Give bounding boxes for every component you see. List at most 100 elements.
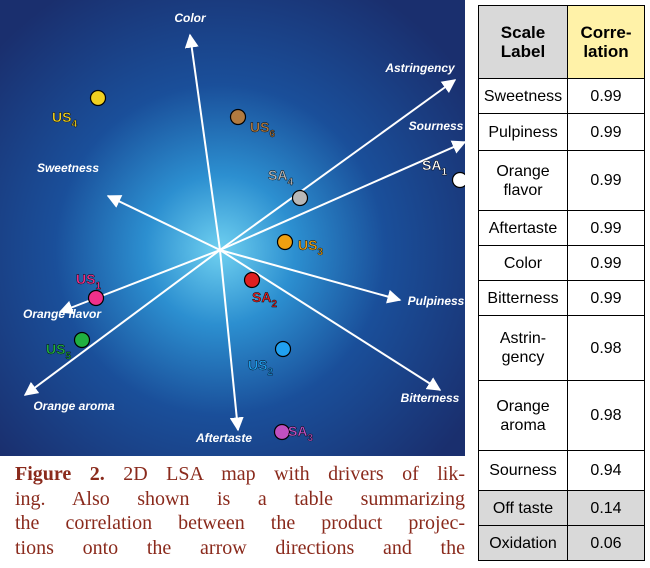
cell-line: Sweetness <box>483 87 563 105</box>
point-name: SA <box>288 423 307 439</box>
label-cell: Off taste <box>478 490 568 526</box>
product-point <box>73 331 91 349</box>
cell-line: Scale <box>500 23 546 42</box>
cell-line: lation <box>583 42 629 61</box>
point-label: US6 <box>250 119 275 140</box>
value-cell: 0.99 <box>567 150 645 211</box>
vector-label: Orange aroma <box>33 399 115 413</box>
cell-line: 0.98 <box>590 339 622 357</box>
cell-line: 0.06 <box>590 534 622 552</box>
point-label: US1 <box>76 271 101 292</box>
arrow <box>219 249 402 304</box>
value-cell: 0.14 <box>567 490 645 526</box>
point-name: US <box>250 119 269 135</box>
arrow <box>219 249 244 432</box>
caption-line: Figure 2. 2D LSA map with drivers of lik… <box>15 462 465 487</box>
value-cell: 0.99 <box>567 78 645 114</box>
point-label: SA3 <box>288 423 313 444</box>
arrow <box>23 249 221 396</box>
label-cell: Sweetness <box>478 78 568 114</box>
caption-text: the correlation between the product proj… <box>15 512 465 534</box>
point-name: US <box>52 109 71 125</box>
cell-line: 0.99 <box>590 123 622 141</box>
cell-line: 0.99 <box>590 219 622 237</box>
point-label: US4 <box>52 109 77 130</box>
vector-label: Pulpiness <box>408 294 465 308</box>
arrow <box>58 249 221 314</box>
point-label: US3 <box>298 237 323 258</box>
cell-line: 0.99 <box>590 87 622 105</box>
value-cell: 0.99 <box>567 245 645 281</box>
cell-line: 0.14 <box>590 499 622 517</box>
cell-line: Off taste <box>492 499 554 517</box>
cell-line: flavor <box>503 181 543 199</box>
label-cell: Astrin-gency <box>478 315 568 381</box>
point-subscript: 4 <box>71 119 77 130</box>
point-name: SA <box>252 289 271 305</box>
caption-text: ing. Also shown is a table summarizing <box>15 487 465 510</box>
point-name: SA <box>422 157 441 173</box>
value-cell: 0.06 <box>567 525 645 561</box>
cell-line: Label <box>500 42 546 61</box>
caption: Figure 2. 2D LSA map with drivers of lik… <box>15 462 465 560</box>
cell-line: 0.98 <box>590 407 622 424</box>
lsa-map: Color Astringency Sourness Sweetness Pulpine… <box>0 0 465 456</box>
point-label: US2 <box>248 357 273 378</box>
point-subscript: 2 <box>271 299 277 310</box>
product-point <box>451 171 465 189</box>
product-point <box>87 289 105 307</box>
cell-line: gency <box>501 349 545 366</box>
label-cell: Pulpiness <box>478 113 568 151</box>
cell-line: 0.94 <box>590 462 622 479</box>
point-subscript: 6 <box>269 129 275 140</box>
vector-label: Aftertaste <box>195 431 252 445</box>
label-cell: Bitterness <box>478 280 568 316</box>
vector-label: Sweetness <box>37 161 99 175</box>
cell-line: Pulpiness <box>488 123 558 141</box>
label-cell: Aftertaste <box>478 210 568 246</box>
label-cell: Color <box>478 245 568 281</box>
cell-line: Astrin- <box>499 330 547 347</box>
point-label: SA2 <box>252 289 277 310</box>
vector-label: Color <box>174 11 207 25</box>
caption-text: tions onto the arrow directions and the <box>15 536 465 559</box>
value-cell: 0.98 <box>567 380 645 451</box>
product-point <box>291 189 309 207</box>
point-subscript: 3 <box>317 247 323 258</box>
point-subscript: 4 <box>287 177 293 188</box>
value-cell: 0.99 <box>567 210 645 246</box>
point-name: US <box>76 271 95 287</box>
cell-line: aroma <box>500 416 546 434</box>
arrow <box>219 249 442 391</box>
header-cell: Corre-lation <box>567 5 645 79</box>
point-subscript: 1 <box>95 281 101 292</box>
cell-line: 0.99 <box>590 172 622 189</box>
product-point <box>89 89 107 107</box>
arrow <box>106 195 221 251</box>
arrow <box>219 79 457 251</box>
arrow <box>219 140 465 251</box>
value-cell: 0.99 <box>567 280 645 316</box>
point-name: SA <box>268 167 287 183</box>
caption-text: 2D LSA map with drivers of lik- <box>123 463 465 485</box>
cell-line: Color <box>503 254 543 272</box>
vector-label: Sourness <box>409 119 464 133</box>
point-label: SA1 <box>422 157 447 178</box>
point-subscript: 2 <box>267 367 273 378</box>
point-subscript: 1 <box>441 167 447 178</box>
product-point <box>229 108 247 126</box>
cell-line: Orange <box>496 162 550 180</box>
cell-line: Orange <box>496 397 550 415</box>
label-cell: Orange flavor <box>478 150 568 211</box>
point-name: US <box>248 357 267 373</box>
value-cell: 0.98 <box>567 315 645 381</box>
vector-label: Astringency <box>384 61 456 75</box>
vector-label: Orange flavor <box>23 307 102 321</box>
cell-line: Corre- <box>580 23 632 42</box>
label-cell: Oxidation <box>478 525 568 561</box>
product-point <box>276 233 294 251</box>
value-cell: 0.99 <box>567 113 645 151</box>
cell-line: 0.99 <box>590 254 622 272</box>
vector-label: Bitterness <box>401 391 460 405</box>
